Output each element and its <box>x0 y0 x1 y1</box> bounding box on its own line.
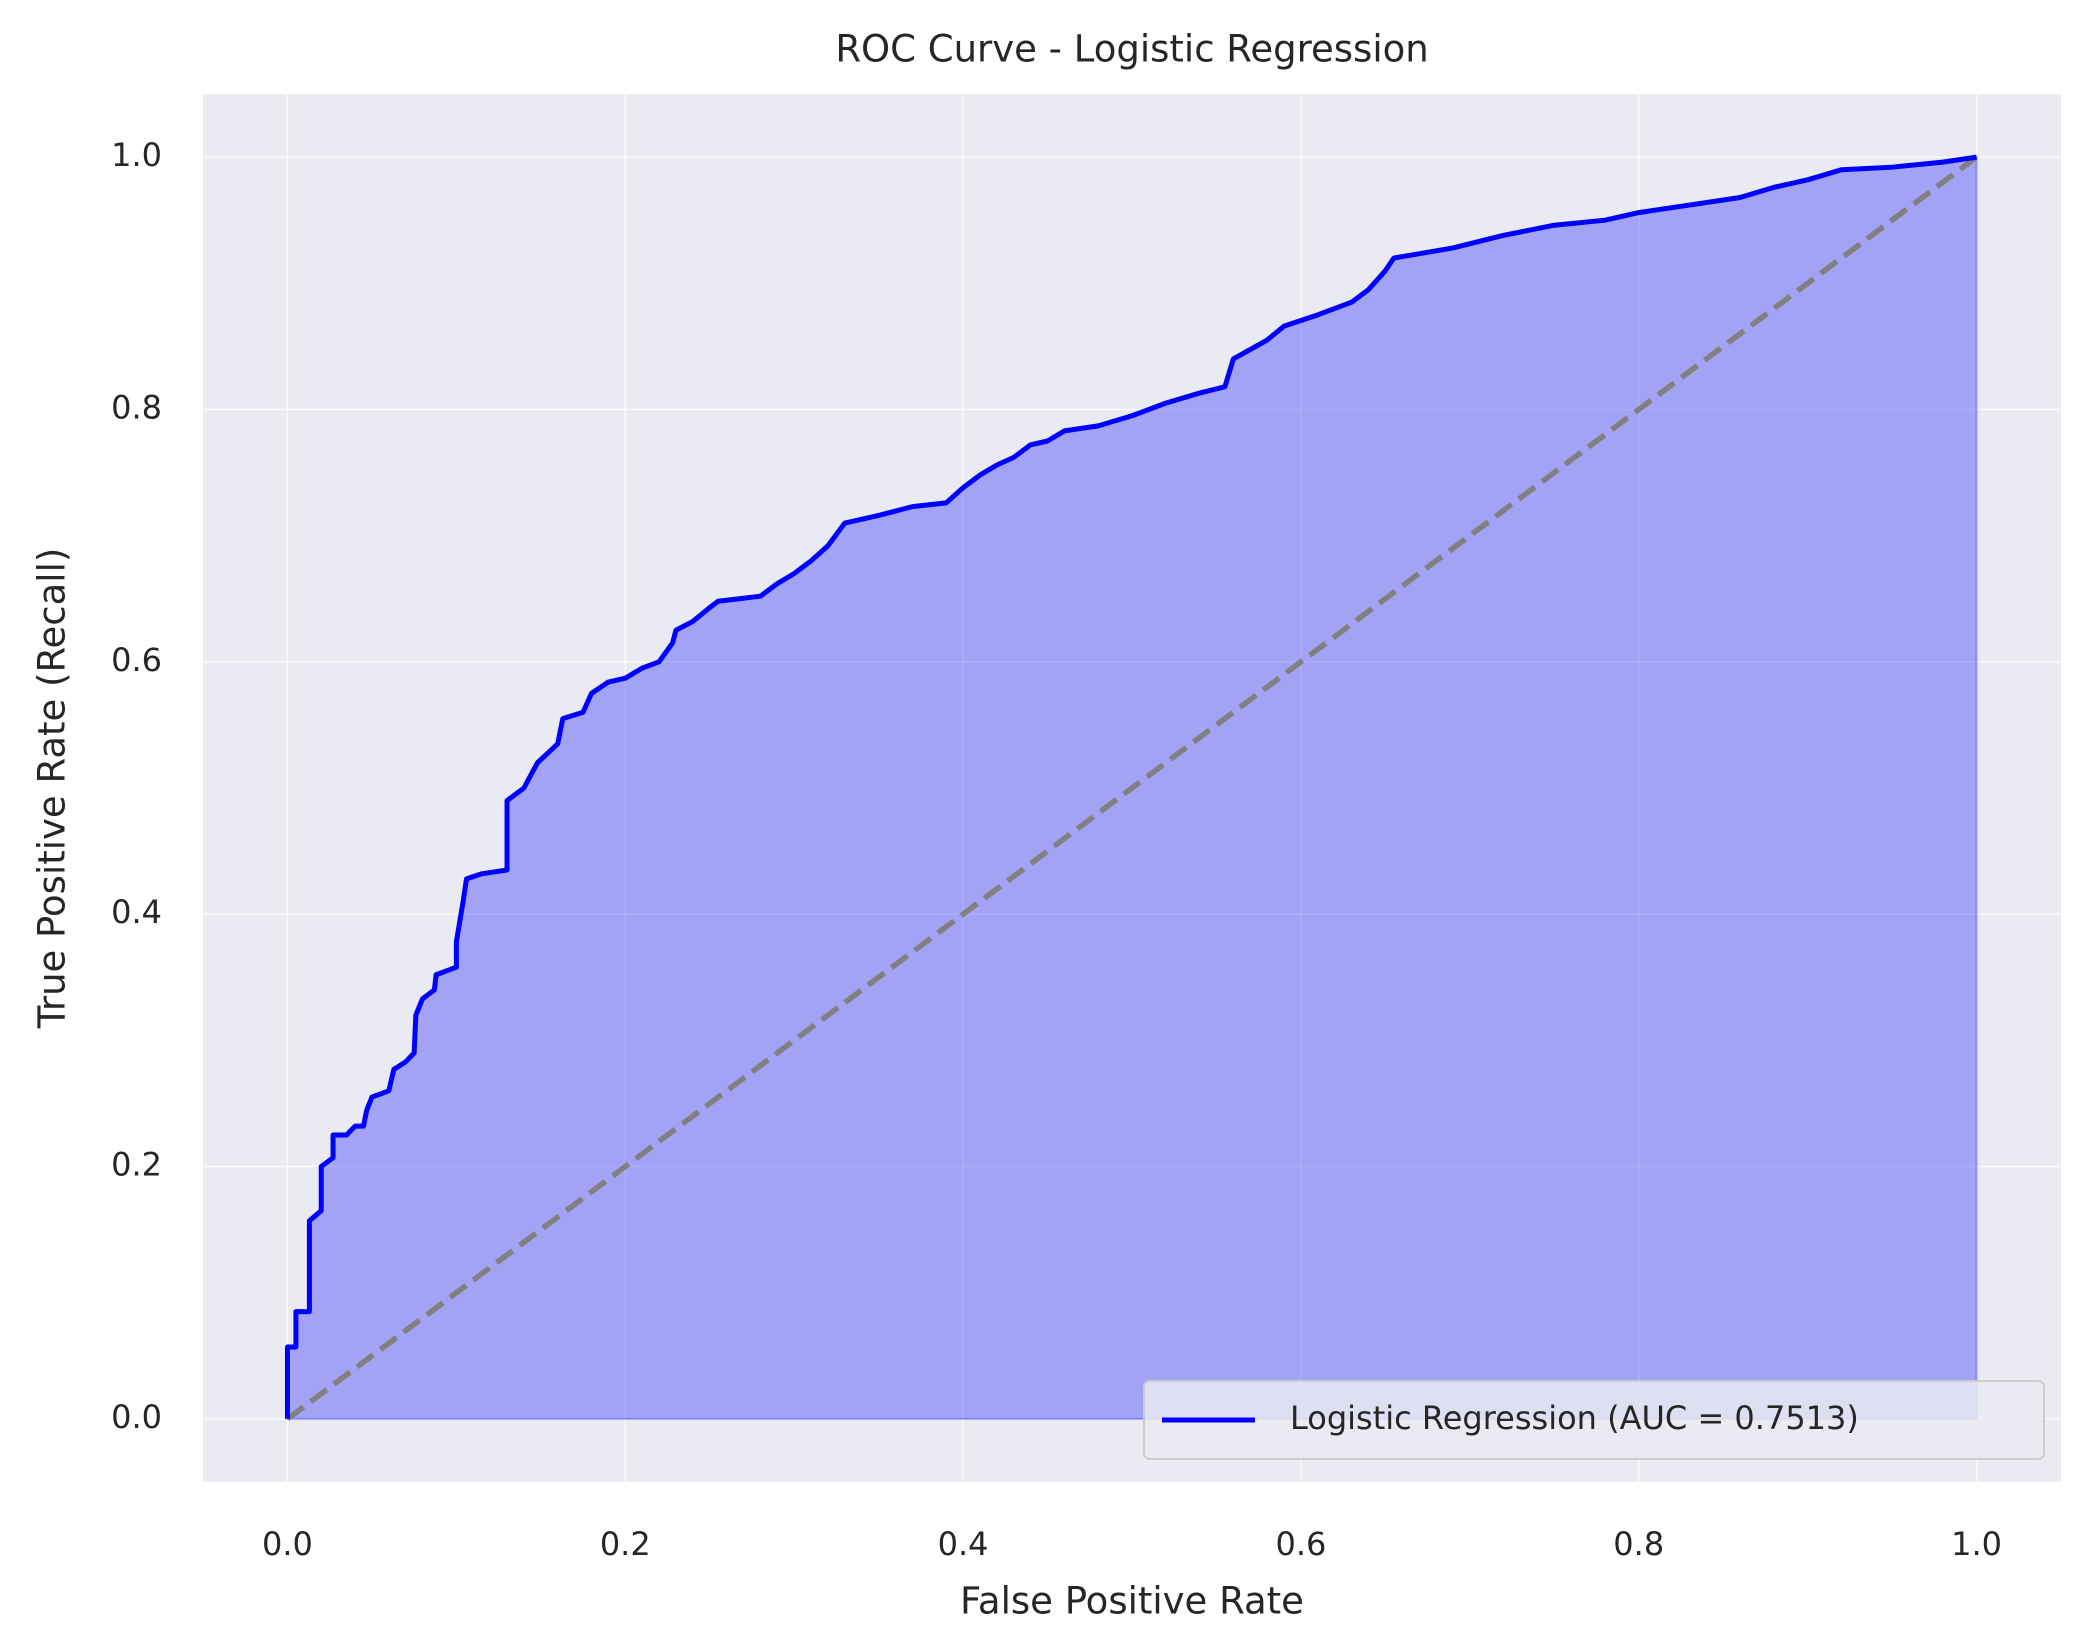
y-tick-label: 1.0 <box>111 136 162 174</box>
y-tick-label: 0.0 <box>111 1398 162 1436</box>
legend-label: Logistic Regression (AUC = 0.7513) <box>1290 1399 1859 1437</box>
chart-title: ROC Curve - Logistic Regression <box>835 28 1428 71</box>
x-tick-label: 1.0 <box>1951 1525 2002 1563</box>
x-tick-label: 0.4 <box>938 1525 989 1563</box>
roc-line <box>284 154 1977 1419</box>
grid <box>203 94 2061 1482</box>
y-tick-label: 0.2 <box>111 1146 162 1184</box>
x-tick-label: 0.6 <box>1275 1525 1326 1563</box>
x-tick-label: 0.2 <box>600 1525 651 1563</box>
x-tick-label: 0.0 <box>262 1525 313 1563</box>
x-tick-label: 0.8 <box>1613 1525 1664 1563</box>
legend: Logistic Regression (AUC = 0.7513) <box>1143 1380 2045 1460</box>
x-axis-label: False Positive Rate <box>960 1580 1304 1623</box>
y-axis-label: True Positive Rate (Recall) <box>31 548 74 1030</box>
y-tick-label: 0.4 <box>111 893 162 931</box>
marks <box>284 154 1979 1422</box>
y-tick-label: 0.8 <box>111 388 162 426</box>
diagonal-line <box>285 154 1979 1422</box>
y-tick-label: 0.6 <box>111 641 162 679</box>
legend-box <box>1143 1380 2045 1460</box>
